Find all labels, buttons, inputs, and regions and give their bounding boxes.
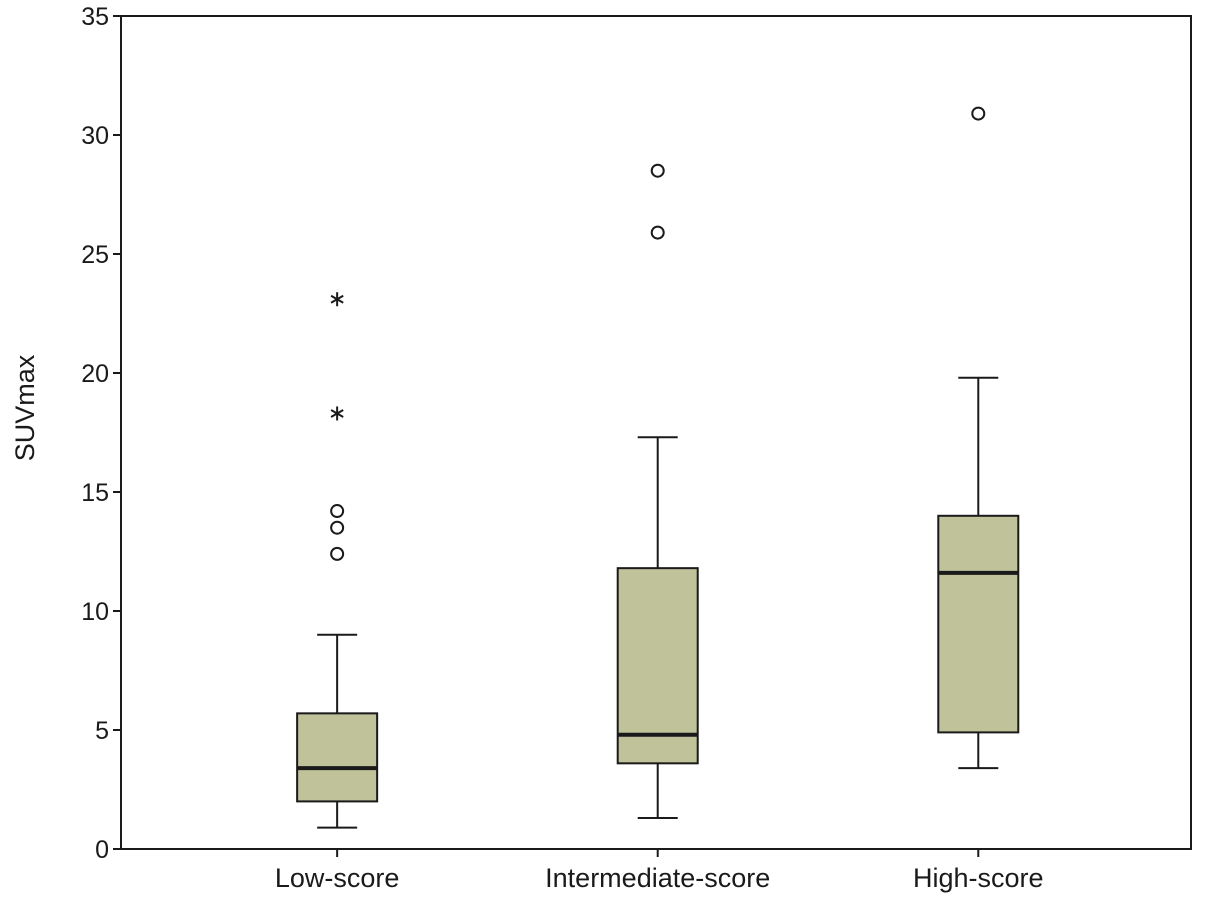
extreme-point: [330, 292, 344, 307]
y-tick-label: 35: [81, 3, 109, 31]
iqr-box: [616, 567, 699, 765]
outlier-point: [971, 106, 986, 121]
y-axis-title: SUVmax: [10, 354, 40, 461]
iqr-box: [296, 712, 379, 803]
y-tick-label: 0: [95, 836, 109, 864]
y-tick-label: 5: [95, 717, 109, 745]
y-tick-label: 10: [81, 598, 109, 626]
extreme-stroke: [330, 409, 344, 418]
iqr-box: [937, 514, 1020, 734]
extreme-stroke: [330, 294, 344, 304]
y-tick-label: 25: [81, 241, 109, 269]
outlier-point: [330, 546, 345, 561]
box-series: [296, 106, 1020, 829]
box-group: [616, 163, 699, 820]
outlier-point: [330, 520, 345, 535]
outlier-point: [650, 225, 665, 240]
x-tick-label: Low-score: [275, 863, 400, 893]
extreme-point: [330, 406, 344, 421]
plot-frame: [120, 15, 1192, 850]
outlier-point: [330, 504, 345, 519]
x-tick-label: Intermediate-score: [545, 863, 770, 893]
y-tick-label: 15: [81, 479, 109, 507]
box-group: [937, 106, 1020, 770]
y-tick-label: 20: [81, 360, 109, 388]
x-tick-label: High-score: [913, 863, 1044, 893]
x-axis: Low-score Intermediate-score High-score: [275, 849, 1044, 893]
y-axis: 0 5 10 15 20 25 30 35: [81, 3, 121, 864]
box-group: [296, 292, 379, 829]
outlier-point: [650, 163, 665, 178]
y-tick-label: 30: [81, 122, 109, 150]
